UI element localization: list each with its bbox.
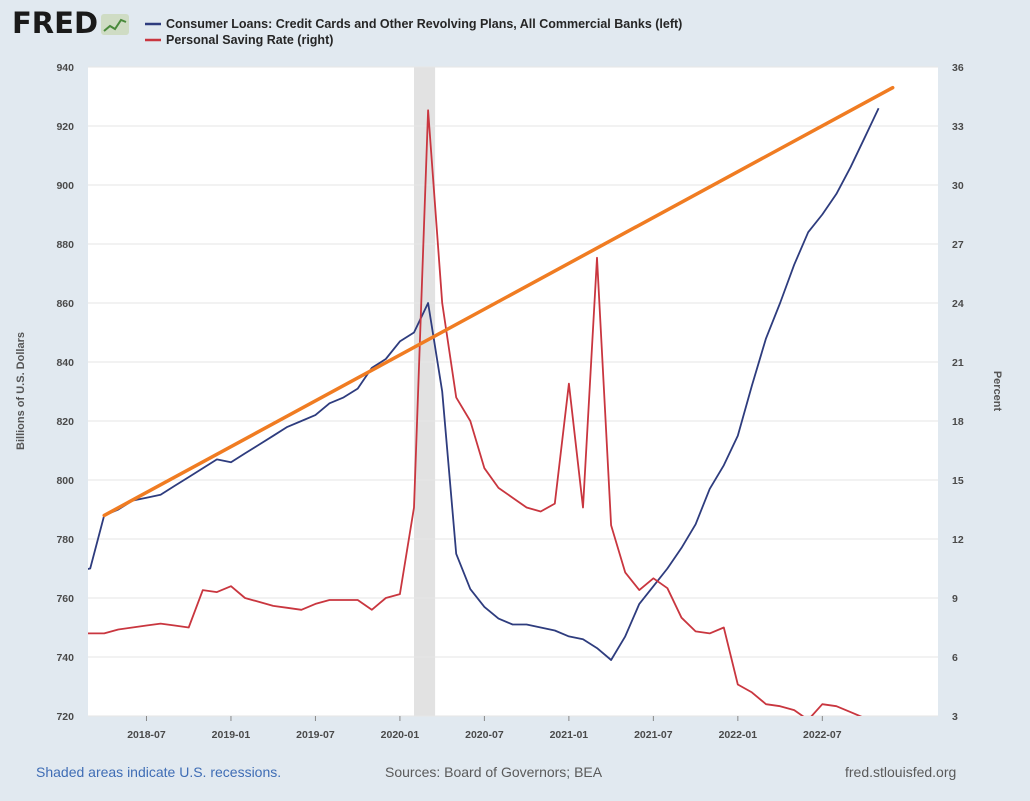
right-tick-label: 3 xyxy=(952,711,958,723)
right-tick-label: 30 xyxy=(952,180,964,192)
right-tick-label: 12 xyxy=(952,534,964,546)
x-tick-label: 2021-07 xyxy=(634,729,673,741)
fred-logo-text: FRED xyxy=(12,6,98,40)
x-tick-label: 2019-07 xyxy=(296,729,335,741)
right-tick-label: 18 xyxy=(952,416,964,428)
series-line-saving-rate xyxy=(88,109,863,716)
plot-area xyxy=(88,67,938,716)
right-tick-label: 9 xyxy=(952,593,958,605)
site-link[interactable]: fred.stlouisfed.org xyxy=(845,764,957,780)
x-tick-label: 2021-01 xyxy=(550,729,589,741)
right-tick-label: 24 xyxy=(952,298,964,310)
x-tick-label: 2020-07 xyxy=(465,729,504,741)
right-tick-label: 33 xyxy=(952,121,964,133)
left-tick-label: 900 xyxy=(56,180,74,192)
x-tick-label: 2018-07 xyxy=(127,729,166,741)
fred-logo[interactable]: FRED xyxy=(12,6,129,40)
left-tick-label: 720 xyxy=(56,711,74,723)
x-tick-label: 2022-07 xyxy=(803,729,842,741)
trend-line-annotation xyxy=(102,85,895,518)
right-tick-label: 21 xyxy=(952,357,964,369)
left-tick-label: 820 xyxy=(56,416,74,428)
x-tick-label: 2019-01 xyxy=(212,729,251,741)
left-tick-label: 940 xyxy=(56,62,74,74)
right-axis-title: Percent xyxy=(991,371,1003,412)
legend-label-saving-rate: Personal Saving Rate (right) xyxy=(166,33,333,47)
series-lines xyxy=(88,107,880,716)
series-line-consumer-loans xyxy=(88,107,880,661)
left-tick-label: 880 xyxy=(56,239,74,251)
legend: Consumer Loans: Credit Cards and Other R… xyxy=(145,17,682,47)
right-tick-label: 27 xyxy=(952,239,964,251)
annotations xyxy=(102,85,895,518)
right-tick-label: 15 xyxy=(952,475,964,487)
left-tick-label: 780 xyxy=(56,534,74,546)
left-tick-label: 860 xyxy=(56,298,74,310)
left-tick-label: 760 xyxy=(56,593,74,605)
left-axis-ticks: 720 740 760 780 800 820 840 860 880 900 920 940 xyxy=(56,62,74,723)
recession-note: Shaded areas indicate U.S. recessions. xyxy=(36,764,282,780)
recession-band-layer xyxy=(414,67,436,716)
left-tick-label: 840 xyxy=(56,357,74,369)
x-tick-label: 2020-01 xyxy=(381,729,420,741)
left-tick-label: 740 xyxy=(56,652,74,664)
recession-band xyxy=(414,67,436,716)
right-tick-label: 6 xyxy=(952,652,958,664)
left-tick-label: 920 xyxy=(56,121,74,133)
fred-logo-graph-icon xyxy=(101,14,129,35)
x-tick-label: 2022-01 xyxy=(719,729,758,741)
sources-note: Sources: Board of Governors; BEA xyxy=(385,764,603,780)
right-tick-label: 36 xyxy=(952,62,964,74)
x-axis-ticks: 2018-07 2019-01 2019-07 2020-01 2020-07 2021-… xyxy=(127,716,842,741)
gridlines xyxy=(88,66,938,717)
legend-label-consumer-loans: Consumer Loans: Credit Cards and Other R… xyxy=(166,17,682,31)
left-axis-title: Billions of U.S. Dollars xyxy=(15,332,27,450)
left-tick-label: 800 xyxy=(56,475,74,487)
